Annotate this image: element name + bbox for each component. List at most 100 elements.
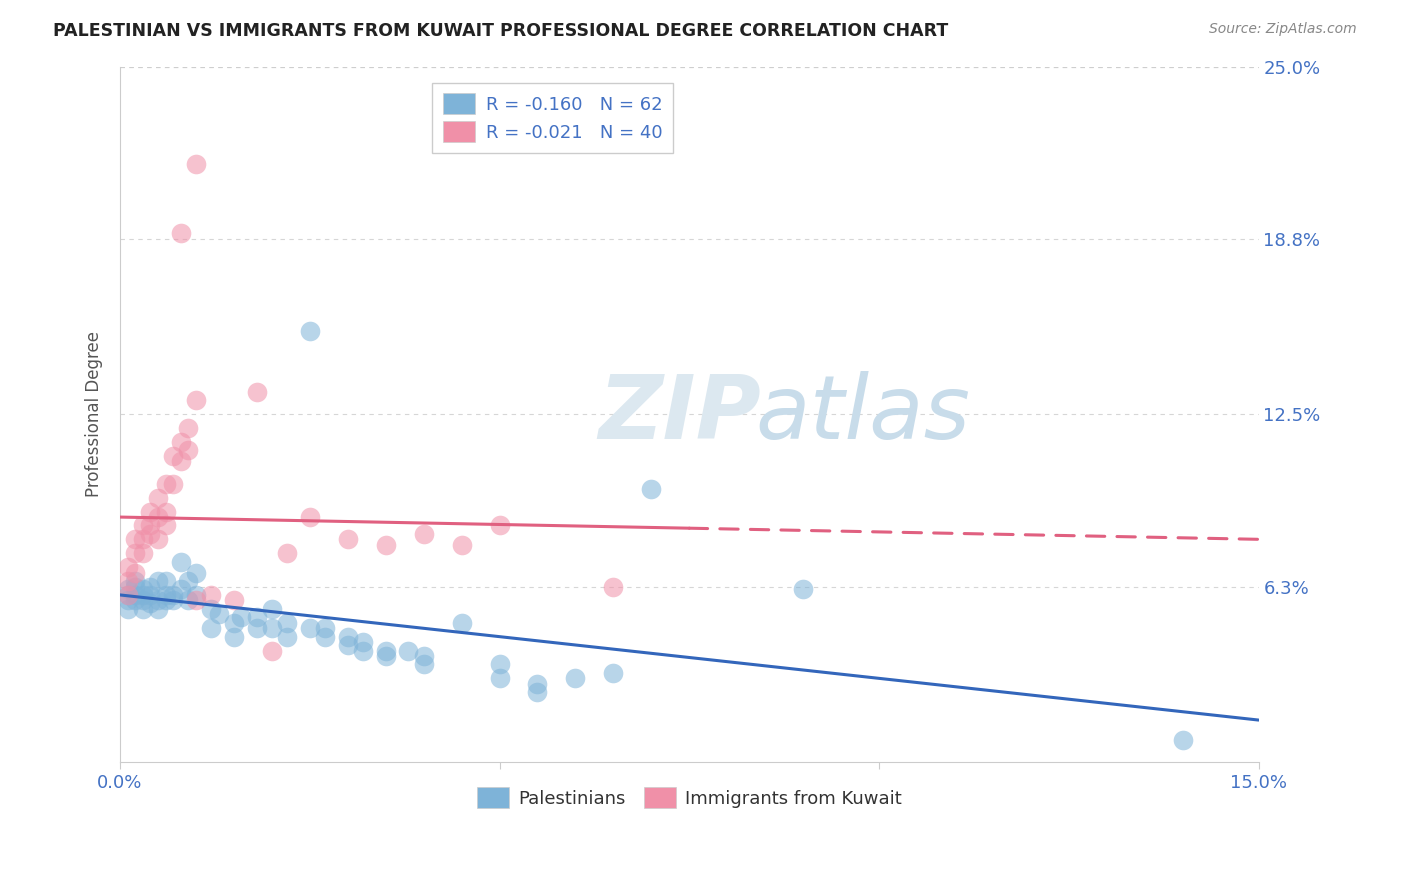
Point bbox=[602, 665, 624, 680]
Point bbox=[170, 582, 193, 597]
Text: ZIP: ZIP bbox=[598, 371, 761, 458]
Point bbox=[124, 533, 146, 547]
Point bbox=[412, 526, 434, 541]
Text: PALESTINIAN VS IMMIGRANTS FROM KUWAIT PROFESSIONAL DEGREE CORRELATION CHART: PALESTINIAN VS IMMIGRANTS FROM KUWAIT PR… bbox=[53, 22, 949, 40]
Point bbox=[208, 607, 231, 622]
Point bbox=[352, 635, 374, 649]
Point bbox=[177, 421, 200, 435]
Point bbox=[260, 602, 283, 616]
Point bbox=[132, 582, 155, 597]
Point bbox=[231, 610, 253, 624]
Point bbox=[352, 643, 374, 657]
Point bbox=[1171, 732, 1194, 747]
Point bbox=[117, 593, 139, 607]
Y-axis label: Professional Degree: Professional Degree bbox=[86, 331, 103, 497]
Point bbox=[177, 443, 200, 458]
Point bbox=[170, 555, 193, 569]
Point bbox=[526, 685, 548, 699]
Point bbox=[139, 504, 162, 518]
Point bbox=[170, 227, 193, 241]
Point bbox=[132, 518, 155, 533]
Point bbox=[139, 588, 162, 602]
Point bbox=[336, 533, 359, 547]
Point bbox=[640, 483, 662, 497]
Point bbox=[155, 518, 177, 533]
Point bbox=[526, 677, 548, 691]
Point bbox=[184, 157, 207, 171]
Text: Source: ZipAtlas.com: Source: ZipAtlas.com bbox=[1209, 22, 1357, 37]
Point bbox=[177, 593, 200, 607]
Point bbox=[117, 582, 139, 597]
Point bbox=[260, 621, 283, 635]
Point bbox=[139, 580, 162, 594]
Point bbox=[488, 657, 510, 672]
Point bbox=[146, 602, 169, 616]
Point bbox=[162, 593, 184, 607]
Point bbox=[602, 580, 624, 594]
Point bbox=[124, 580, 146, 594]
Point bbox=[132, 546, 155, 560]
Point bbox=[124, 588, 146, 602]
Point bbox=[246, 384, 269, 399]
Point bbox=[146, 574, 169, 588]
Point bbox=[155, 588, 177, 602]
Point bbox=[132, 588, 155, 602]
Point bbox=[488, 671, 510, 685]
Point bbox=[155, 574, 177, 588]
Text: atlas: atlas bbox=[755, 371, 970, 458]
Point bbox=[412, 649, 434, 664]
Point bbox=[132, 593, 155, 607]
Point bbox=[298, 510, 321, 524]
Point bbox=[298, 621, 321, 635]
Point bbox=[222, 615, 245, 630]
Point bbox=[162, 588, 184, 602]
Point bbox=[146, 510, 169, 524]
Point bbox=[146, 533, 169, 547]
Point bbox=[139, 526, 162, 541]
Point bbox=[374, 643, 396, 657]
Point bbox=[260, 643, 283, 657]
Point bbox=[184, 593, 207, 607]
Point bbox=[276, 615, 298, 630]
Point bbox=[170, 454, 193, 468]
Point bbox=[117, 588, 139, 602]
Point bbox=[184, 566, 207, 580]
Point bbox=[139, 596, 162, 610]
Point bbox=[450, 538, 472, 552]
Point bbox=[155, 476, 177, 491]
Point bbox=[564, 671, 586, 685]
Point bbox=[124, 593, 146, 607]
Point bbox=[117, 588, 139, 602]
Point bbox=[132, 602, 155, 616]
Point bbox=[124, 546, 146, 560]
Point bbox=[200, 621, 222, 635]
Point bbox=[146, 491, 169, 505]
Point bbox=[488, 518, 510, 533]
Point bbox=[170, 435, 193, 450]
Point bbox=[155, 593, 177, 607]
Point bbox=[336, 630, 359, 644]
Point bbox=[200, 588, 222, 602]
Point bbox=[162, 476, 184, 491]
Point bbox=[124, 574, 146, 588]
Point bbox=[139, 518, 162, 533]
Point bbox=[117, 602, 139, 616]
Point bbox=[276, 546, 298, 560]
Point bbox=[184, 393, 207, 408]
Point bbox=[117, 560, 139, 574]
Point bbox=[276, 630, 298, 644]
Point bbox=[132, 533, 155, 547]
Point bbox=[792, 582, 814, 597]
Point bbox=[177, 574, 200, 588]
Point bbox=[124, 566, 146, 580]
Point bbox=[222, 593, 245, 607]
Point bbox=[336, 638, 359, 652]
Point bbox=[146, 593, 169, 607]
Point bbox=[117, 574, 139, 588]
Point bbox=[246, 610, 269, 624]
Point bbox=[314, 621, 336, 635]
Point bbox=[374, 538, 396, 552]
Point bbox=[412, 657, 434, 672]
Point bbox=[184, 588, 207, 602]
Point bbox=[200, 602, 222, 616]
